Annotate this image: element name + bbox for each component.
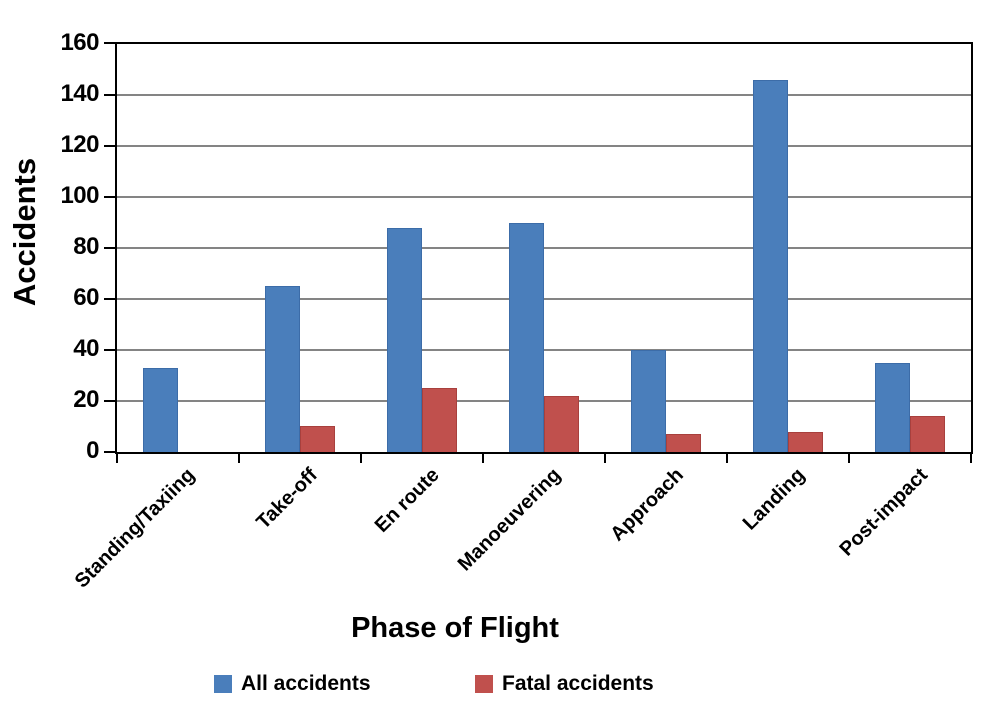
bar-fatal-accidents-6 xyxy=(910,416,945,452)
y-tick-mark xyxy=(104,349,115,351)
bar-all-accidents-1 xyxy=(265,286,300,452)
y-tick-mark xyxy=(104,94,115,96)
x-category-label: Manoeuvering xyxy=(454,464,566,576)
x-tick-mark xyxy=(604,454,606,463)
y-tick-label: 120 xyxy=(60,130,99,158)
y-tick-mark xyxy=(104,298,115,300)
legend-item-fatal-accidents: Fatal accidents xyxy=(475,670,654,698)
x-tick-mark xyxy=(970,454,972,463)
y-tick-mark xyxy=(104,145,115,147)
bar-all-accidents-4 xyxy=(631,350,666,452)
gridline xyxy=(117,247,971,249)
bar-all-accidents-0 xyxy=(143,368,178,452)
bar-fatal-accidents-4 xyxy=(666,434,701,452)
gridline xyxy=(117,145,971,147)
bar-all-accidents-3 xyxy=(509,223,544,452)
y-tick-label: 20 xyxy=(73,385,99,413)
y-tick-label: 100 xyxy=(60,181,99,209)
legend-swatch-icon xyxy=(475,675,493,693)
y-tick-mark xyxy=(104,196,115,198)
legend: All accidents Fatal accidents xyxy=(0,670,1000,700)
bar-all-accidents-6 xyxy=(875,363,910,452)
y-tick-label: 140 xyxy=(60,79,99,107)
x-tick-mark xyxy=(848,454,850,463)
y-tick-mark xyxy=(104,451,115,453)
bar-fatal-accidents-3 xyxy=(544,396,579,452)
x-tick-mark xyxy=(116,454,118,463)
gridline xyxy=(117,349,971,351)
bar-all-accidents-5 xyxy=(753,80,788,452)
x-category-label: Post-impact xyxy=(835,464,932,561)
bar-fatal-accidents-1 xyxy=(300,426,335,452)
plot-area xyxy=(115,42,973,454)
x-category-label: En route xyxy=(370,464,444,537)
legend-item-all-accidents: All accidents xyxy=(214,670,371,698)
x-axis-title: Phase of Flight xyxy=(351,612,559,644)
y-tick-label: 160 xyxy=(60,28,99,56)
bar-fatal-accidents-2 xyxy=(422,388,457,452)
x-category-label: Take-off xyxy=(252,464,322,534)
gridline xyxy=(117,94,971,96)
legend-label: Fatal accidents xyxy=(502,672,654,695)
legend-swatch-icon xyxy=(214,675,232,693)
bar-all-accidents-2 xyxy=(387,228,422,452)
y-tick-mark xyxy=(104,42,115,44)
x-category-label: Landing xyxy=(739,464,810,535)
y-tick-mark xyxy=(104,247,115,249)
x-tick-mark xyxy=(238,454,240,463)
x-category-label: Standing/Taxiing xyxy=(71,464,200,593)
y-tick-mark xyxy=(104,400,115,402)
x-tick-mark xyxy=(360,454,362,463)
x-tick-mark xyxy=(726,454,728,463)
gridline xyxy=(117,196,971,198)
x-category-label: Approach xyxy=(605,464,688,546)
gridline xyxy=(117,298,971,300)
legend-label: All accidents xyxy=(241,672,371,695)
y-tick-label: 40 xyxy=(73,334,99,362)
x-tick-mark xyxy=(482,454,484,463)
y-tick-label: 80 xyxy=(73,232,99,260)
bar-fatal-accidents-5 xyxy=(788,432,823,452)
y-tick-label: 60 xyxy=(73,283,99,311)
y-tick-label: 0 xyxy=(86,436,99,464)
